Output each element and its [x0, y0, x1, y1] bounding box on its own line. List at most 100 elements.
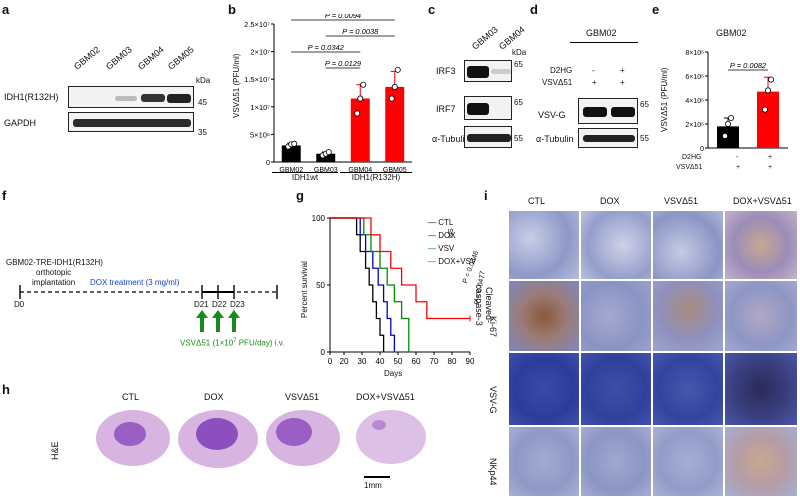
kda-marker: 55: [514, 134, 523, 143]
d-title: GBM02: [586, 28, 617, 38]
i-group-label: VSVΔ51: [664, 196, 699, 206]
x-tick-label: 40: [376, 357, 385, 366]
day-label: D0: [14, 300, 25, 309]
kda-marker: 45: [198, 98, 207, 107]
bar: [717, 126, 739, 148]
y-tick-label: 0: [266, 158, 270, 167]
scale-label: 1mm: [364, 481, 382, 490]
legend-swatch-vsv: —: [428, 244, 436, 253]
x-tick-label: 80: [448, 357, 457, 366]
x-tick-label: 60: [412, 357, 421, 366]
ihc-tile: [724, 280, 798, 352]
blot-row-label: α-Tubulin: [432, 134, 470, 144]
p-value: P = 0.0129: [325, 59, 362, 68]
lane-label: GBM05: [166, 44, 196, 72]
blot-irf3: [464, 60, 512, 82]
ihc-tile: [580, 210, 652, 280]
data-point: [728, 115, 735, 122]
blot-tubulin: [464, 126, 512, 148]
tumor: [276, 418, 312, 446]
blot-row-label: α-Tubulin: [536, 134, 574, 144]
tumor: [196, 418, 238, 450]
x-tick-label: 90: [466, 357, 475, 366]
band: [583, 135, 635, 142]
band: [115, 96, 137, 101]
bar: [316, 153, 336, 162]
legend-label: DOX+VSV: [438, 257, 477, 266]
y-tick-label: 4×10⁶: [685, 98, 704, 105]
panel-label-h: h: [2, 382, 10, 397]
legend-item: — DOX: [428, 229, 476, 242]
y-tick-label: 8×10⁶: [685, 50, 704, 57]
data-point: [765, 87, 772, 94]
y-tick-label: 2×10⁶: [685, 122, 704, 129]
scale-bar: [364, 476, 390, 478]
arrow-up-icon: [212, 310, 224, 332]
y-tick-label: 1.5×10⁷: [244, 75, 270, 84]
sign: +: [768, 164, 773, 171]
legend-swatch-doxvsv: —: [428, 257, 436, 266]
band: [467, 103, 489, 115]
band: [167, 94, 191, 103]
ihc-tile: [508, 210, 580, 280]
data-point: [360, 81, 367, 88]
h-group-label: DOX: [204, 392, 224, 402]
condition-label: VSVΔ51: [542, 78, 573, 87]
data-point: [762, 106, 769, 113]
i-stain-label: NKp44: [488, 458, 498, 486]
legend-label: VSV: [438, 244, 455, 253]
data-point: [722, 133, 729, 140]
data-point: [357, 95, 364, 102]
kda-marker: 65: [514, 60, 523, 69]
sign: +: [736, 164, 741, 171]
sign: +: [592, 78, 597, 87]
sign: +: [620, 66, 625, 75]
g-xlabel: Days: [384, 369, 403, 378]
band: [611, 107, 635, 117]
survival-curve: [330, 217, 396, 352]
h-group-label: DOX+VSVΔ51: [356, 392, 415, 402]
stat-ns: NS: [448, 228, 455, 238]
brain-section-ctl: [96, 410, 170, 466]
blot-tubulin: [578, 128, 638, 148]
panel-label-d: d: [530, 2, 538, 17]
i-group-label: DOX: [600, 196, 620, 206]
ihc-tile: [652, 426, 724, 497]
ihc-tile: [652, 352, 724, 426]
kda-marker: 65: [640, 100, 649, 109]
ihc-tile: [724, 426, 798, 497]
panel-label-c: c: [428, 2, 436, 17]
kda-marker: 55: [640, 134, 649, 143]
treatment-label: DOX treatment (3 mg/ml): [90, 278, 180, 287]
blot-gapdh: [68, 112, 194, 132]
condition-label: VSVΔ51: [676, 164, 703, 171]
band: [491, 69, 511, 74]
data-point: [391, 83, 398, 90]
panel-label-i: i: [484, 188, 488, 203]
day-label: D22: [212, 300, 227, 309]
x-tick-label: GBM02: [279, 167, 303, 174]
condition-label: D2HG: [550, 66, 573, 75]
legend-item: — DOX+VSV: [428, 255, 476, 268]
sign: +: [620, 78, 625, 87]
group-label: IDH1wt: [272, 172, 338, 182]
blot-vsvg: [578, 98, 638, 124]
bar: [350, 98, 370, 162]
blot-row-label: IDH1(R132H): [4, 92, 59, 102]
lane-label: GBM04: [136, 44, 166, 72]
p-value: P = 0.0342: [308, 43, 345, 52]
band: [73, 119, 191, 127]
legend-swatch-ctl: —: [428, 218, 436, 227]
condition-label: D2HG: [682, 154, 702, 161]
y-tick-label: 2.5×10⁷: [244, 20, 270, 29]
ihc-tile: [652, 280, 724, 352]
data-point: [725, 121, 732, 128]
h-group-label: VSVΔ51: [285, 392, 320, 402]
x-tick-label: GBM03: [314, 167, 338, 174]
e-title: GBM02: [716, 28, 747, 38]
i-stain-label: VSV-G: [488, 386, 498, 414]
model-name: GBM02-TRE-IDH1(R132H): [6, 258, 103, 267]
lane-label: GBM03: [104, 44, 134, 72]
i-group-label: CTL: [528, 196, 546, 206]
legend-item: — CTL: [428, 216, 476, 229]
